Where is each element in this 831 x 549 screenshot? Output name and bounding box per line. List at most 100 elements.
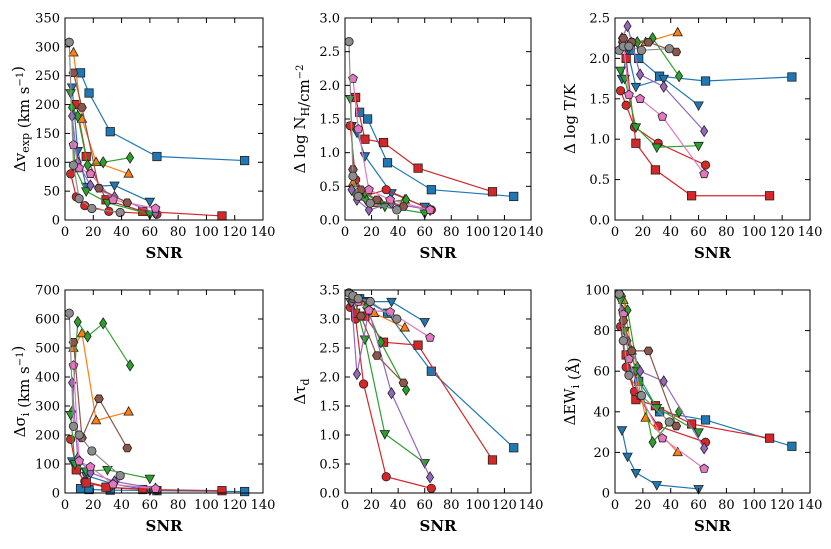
axes-frame (614, 289, 811, 494)
data-point (123, 405, 134, 416)
series-gray-circles (64, 37, 125, 218)
series-gray-circles (614, 289, 674, 427)
y-tick-label: 50 (43, 185, 60, 200)
data-point (126, 151, 135, 164)
x-tick-label: 60 (690, 225, 707, 240)
y-tick-label: 600 (35, 313, 60, 328)
axes-frame (614, 17, 811, 221)
series-line (72, 72, 128, 204)
x-tick-label: 80 (443, 498, 460, 513)
data-point (618, 33, 629, 43)
y-tick-label: 1.0 (319, 429, 340, 444)
y-tick-label: 0.5 (319, 180, 340, 195)
x-tick-label: 80 (170, 225, 187, 240)
y-tick-label: 3.0 (319, 313, 340, 328)
series-red-squares (621, 53, 775, 201)
data-point (651, 481, 663, 491)
x-tick-label: 40 (390, 498, 407, 513)
data-point (386, 297, 397, 308)
y-tick-label: 0 (602, 487, 610, 502)
data-point (68, 68, 79, 78)
data-point (657, 433, 668, 443)
data-point (364, 184, 374, 194)
x-tick-label: 140 (798, 225, 823, 240)
x-tick-label: 100 (742, 498, 767, 513)
data-point (636, 45, 647, 55)
series-line (625, 354, 770, 439)
data-point (765, 191, 775, 201)
panel-logt: 0 20 40 60 80 100 120 140 0.0 0.5 1.0 1.5 2.0 2.5 SNR Δ… (561, 12, 822, 263)
series-blue-squares (625, 45, 797, 86)
data-point (630, 123, 642, 133)
data-point (640, 412, 651, 422)
data-point (138, 484, 148, 495)
data-point (657, 111, 668, 121)
data-point (356, 311, 366, 321)
y-tick-label: 100 (35, 458, 60, 473)
y-tick-label: 0.0 (589, 214, 610, 229)
data-point (392, 205, 402, 215)
y-axis-label: Δvexp (km s−1) (9, 66, 33, 172)
series-blue-triangles (66, 83, 156, 208)
data-point (365, 198, 375, 208)
x-tick-label: 40 (390, 225, 407, 240)
x-tick-label: 20 (363, 498, 380, 513)
y-tick-label: 1.0 (589, 133, 610, 148)
series-brown-hexagons (348, 294, 409, 388)
data-point (378, 137, 389, 148)
data-point (382, 158, 393, 168)
x-tick-label: 100 (194, 225, 219, 240)
data-point (73, 315, 82, 329)
data-point (240, 155, 250, 166)
series-red-squares (351, 92, 498, 197)
series-line (359, 111, 514, 198)
x-tick-label: 120 (222, 225, 247, 240)
data-point (618, 336, 628, 346)
data-point (643, 38, 654, 47)
data-point (700, 415, 711, 425)
data-point (636, 365, 645, 378)
data-point (348, 73, 358, 83)
y-tick-label: 0.5 (589, 173, 610, 188)
data-point (626, 346, 637, 356)
series-brown-hexagons (348, 165, 409, 211)
data-point (693, 141, 704, 152)
y-tick-label: 1.5 (319, 400, 340, 415)
x-tick-label: 60 (142, 225, 159, 240)
data-point (509, 191, 519, 202)
series-line (352, 169, 404, 208)
x-tick-label: 120 (492, 498, 517, 513)
x-axis-label: SNR (694, 244, 732, 262)
x-tick-label: 140 (798, 498, 823, 513)
data-point (621, 53, 631, 64)
data-point (353, 191, 363, 202)
data-point (347, 183, 356, 196)
data-point (87, 203, 97, 214)
y-tick-label: 2.0 (319, 79, 340, 94)
data-point (631, 138, 641, 148)
series-brown-hexagons (618, 316, 682, 431)
data-point (426, 185, 436, 195)
y-tick-label: 40 (593, 405, 610, 420)
x-tick-label: 0 (341, 498, 349, 513)
y-axis-label: Δτd (291, 378, 312, 404)
series-line (623, 37, 677, 53)
y-tick-label: 500 (35, 342, 60, 357)
data-point (509, 443, 519, 453)
y-tick-label: 3.5 (319, 284, 340, 299)
data-point (372, 351, 382, 360)
data-point (399, 321, 411, 332)
data-point (700, 442, 709, 455)
series-green-diamonds (68, 101, 135, 172)
y-tick-label: 2.0 (319, 371, 340, 386)
data-point (217, 486, 227, 496)
data-point (74, 430, 84, 440)
data-point (787, 72, 797, 82)
data-point (80, 187, 92, 198)
data-point (83, 330, 92, 343)
y-tick-label: 0.5 (319, 458, 340, 473)
data-point (99, 317, 108, 330)
data-point (73, 109, 82, 123)
x-tick-label: 0 (611, 498, 619, 513)
data-point (76, 327, 88, 338)
